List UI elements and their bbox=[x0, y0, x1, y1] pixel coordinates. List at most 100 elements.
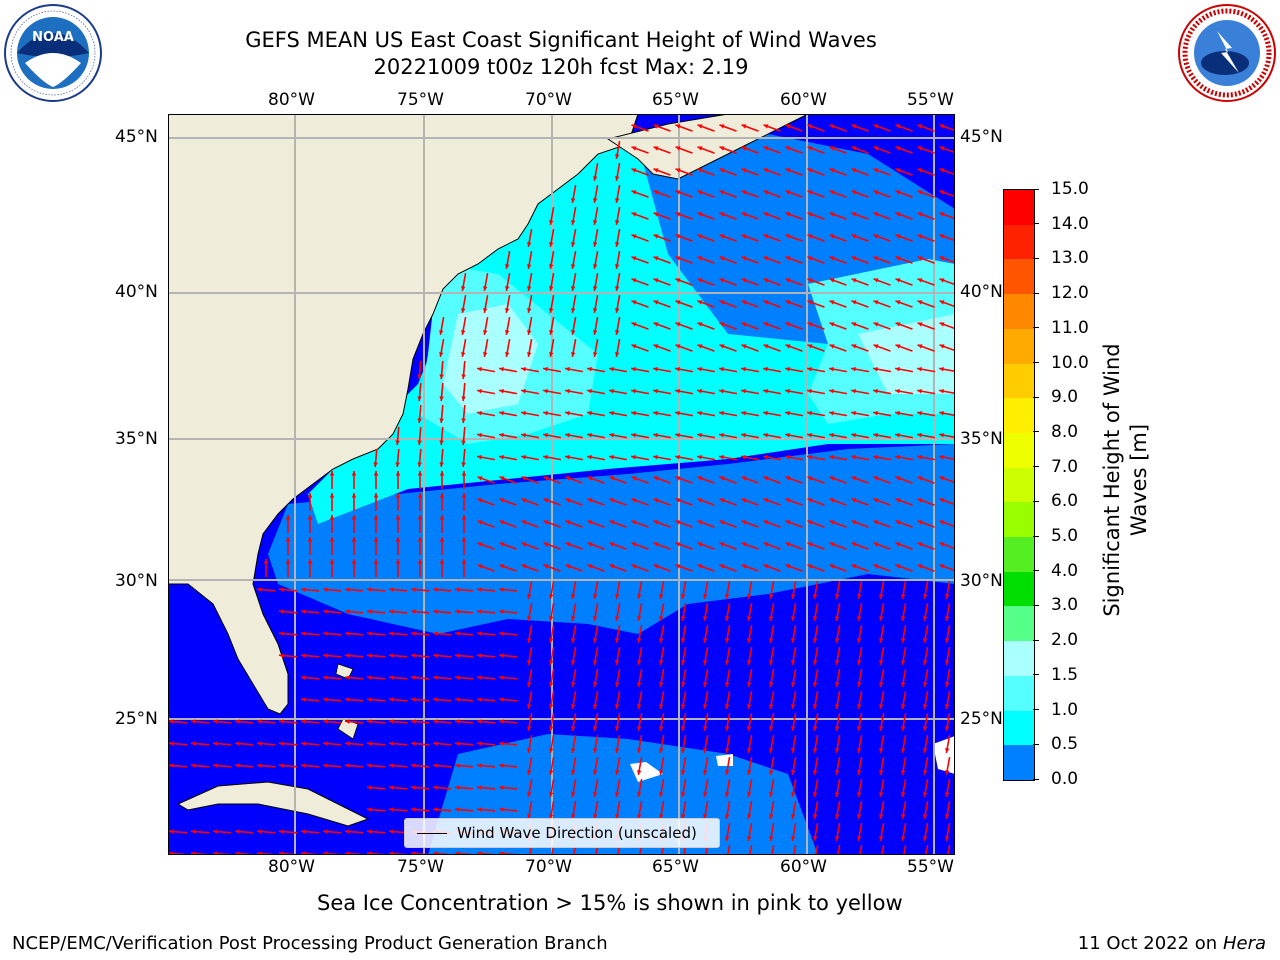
map-title: GEFS MEAN US East Coast Significant Heig… bbox=[245, 28, 877, 52]
colorbar-tick-label: 13.0 bbox=[1033, 248, 1089, 268]
wind-wave-arrowhead bbox=[653, 542, 659, 547]
wind-wave-arrowhead bbox=[873, 476, 879, 481]
wind-wave-arrowhead bbox=[395, 537, 401, 542]
wind-wave-arrowhead bbox=[460, 308, 466, 313]
wind-wave-arrowhead bbox=[719, 432, 724, 438]
colorbar-label-line2: Waves [m] bbox=[1127, 423, 1151, 537]
wind-wave-arrowhead bbox=[521, 366, 526, 372]
wind-wave-arrowhead bbox=[895, 476, 901, 481]
wind-wave-arrowhead bbox=[587, 520, 593, 525]
wind-wave-arrowhead bbox=[719, 234, 725, 239]
wind-wave-arrowhead bbox=[922, 638, 928, 643]
wind-wave-arrowhead bbox=[790, 836, 796, 841]
wind-wave-arrowhead bbox=[548, 704, 554, 709]
wind-wave-arrowhead bbox=[565, 432, 570, 438]
wind-wave-arrowhead bbox=[373, 471, 379, 476]
wind-wave-arrowhead bbox=[878, 792, 884, 797]
wind-wave-arrowhead bbox=[856, 660, 862, 665]
wind-wave-arrowhead bbox=[878, 660, 884, 665]
wind-wave-arrowhead bbox=[521, 520, 527, 525]
wind-wave-arrowhead bbox=[609, 410, 614, 416]
wind-wave-arrowhead bbox=[856, 616, 862, 621]
wind-wave-arrowhead bbox=[807, 300, 813, 305]
wind-wave-arrowhead bbox=[636, 792, 642, 797]
wind-wave-arrowhead bbox=[944, 748, 950, 753]
wind-wave-arrowhead bbox=[895, 454, 900, 460]
wind-wave-arrowhead bbox=[417, 493, 423, 498]
wind-wave-arrowhead bbox=[851, 520, 857, 525]
wind-wave-arrowhead bbox=[570, 616, 576, 621]
wind-wave-arrowhead bbox=[917, 212, 923, 217]
wind-wave-arrowhead bbox=[477, 653, 482, 658]
wind-wave-arrowhead bbox=[477, 366, 482, 372]
wind-wave-arrowhead bbox=[680, 594, 686, 599]
wind-wave-arrowhead bbox=[504, 286, 510, 291]
wind-wave-arrowhead bbox=[389, 785, 394, 790]
wind-wave-arrowhead bbox=[433, 631, 438, 636]
wind-wave-arrowhead bbox=[609, 366, 614, 372]
wind-wave-arrowhead bbox=[680, 770, 686, 775]
wind-wave-arrowhead bbox=[873, 124, 879, 129]
wind-wave-arrowhead bbox=[213, 829, 218, 834]
wind-wave-arrowhead bbox=[680, 660, 686, 665]
wind-wave-arrowhead bbox=[592, 242, 598, 247]
wind-wave-arrowhead bbox=[741, 344, 747, 349]
lon-label-bottom-60w: 60°W bbox=[780, 857, 827, 877]
nws-logo bbox=[1178, 4, 1276, 102]
wind-wave-arrowhead bbox=[389, 763, 394, 768]
wind-wave-arrowhead bbox=[807, 344, 813, 349]
wind-wave-arrowhead bbox=[499, 542, 505, 547]
wind-wave-arrowhead bbox=[614, 726, 620, 731]
wind-wave-arrowhead bbox=[548, 726, 554, 731]
wind-wave-arrowhead bbox=[526, 286, 532, 291]
wind-wave-arrowhead bbox=[631, 234, 637, 239]
colorbar-tick-label: 1.0 bbox=[1033, 700, 1078, 720]
wind-wave-arrowhead bbox=[785, 564, 791, 569]
wind-wave-arrowhead bbox=[592, 286, 598, 291]
wind-wave-arrowhead bbox=[499, 410, 504, 416]
wind-wave-arrowhead bbox=[834, 836, 840, 841]
wind-wave-arrowhead bbox=[521, 432, 526, 438]
wind-wave-arrowhead bbox=[614, 682, 620, 687]
ocean-band-20-30 bbox=[443, 304, 538, 414]
wind-wave-arrowhead bbox=[785, 498, 791, 503]
wind-wave-arrowhead bbox=[395, 462, 400, 467]
wind-wave-arrowhead bbox=[724, 594, 730, 599]
wind-wave-arrowhead bbox=[939, 410, 944, 416]
wind-wave-arrowhead bbox=[790, 770, 796, 775]
wind-wave-arrowhead bbox=[345, 653, 350, 658]
wind-wave-arrowhead bbox=[900, 836, 906, 841]
wind-wave-arrowhead bbox=[807, 388, 812, 394]
wind-wave-arrowhead bbox=[746, 638, 752, 643]
colorbar-segment bbox=[1004, 294, 1034, 329]
wind-wave-arrowhead bbox=[433, 609, 438, 614]
colorbar-segment bbox=[1004, 398, 1034, 433]
wind-wave-arrowhead bbox=[461, 462, 466, 467]
wind-wave-arrowhead bbox=[719, 300, 725, 305]
wind-wave-arrowhead bbox=[834, 792, 840, 797]
wind-wave-arrowhead bbox=[373, 515, 379, 520]
wind-wave-arrowhead bbox=[439, 462, 444, 467]
wind-wave-arrowhead bbox=[592, 770, 598, 775]
wind-wave-arrowhead bbox=[461, 515, 467, 520]
wind-wave-arrowhead bbox=[834, 660, 840, 665]
wind-wave-arrowhead bbox=[614, 308, 620, 313]
wind-wave-arrowhead bbox=[609, 520, 615, 525]
wind-wave-arrowhead bbox=[834, 726, 840, 731]
wind-wave-arrowhead bbox=[411, 719, 416, 724]
wind-wave-arrowhead bbox=[697, 344, 703, 349]
wind-wave-arrowhead bbox=[807, 498, 813, 503]
wind-wave-arrowhead bbox=[323, 763, 328, 768]
wind-wave-arrowhead bbox=[417, 537, 423, 542]
wind-wave-arrowhead bbox=[499, 388, 504, 394]
wind-wave-arrowhead bbox=[829, 234, 835, 239]
wind-wave-arrowhead bbox=[675, 432, 680, 438]
wind-wave-arrowhead bbox=[461, 396, 466, 401]
wind-wave-arrowhead bbox=[895, 388, 900, 394]
wind-wave-arrowhead bbox=[636, 638, 642, 643]
wind-wave-arrowhead bbox=[675, 278, 681, 283]
wind-wave-arrowhead bbox=[631, 256, 637, 261]
wind-wave-arrowhead bbox=[790, 748, 796, 753]
wind-wave-arrowhead bbox=[614, 352, 620, 357]
wind-wave-arrowhead bbox=[417, 374, 422, 379]
